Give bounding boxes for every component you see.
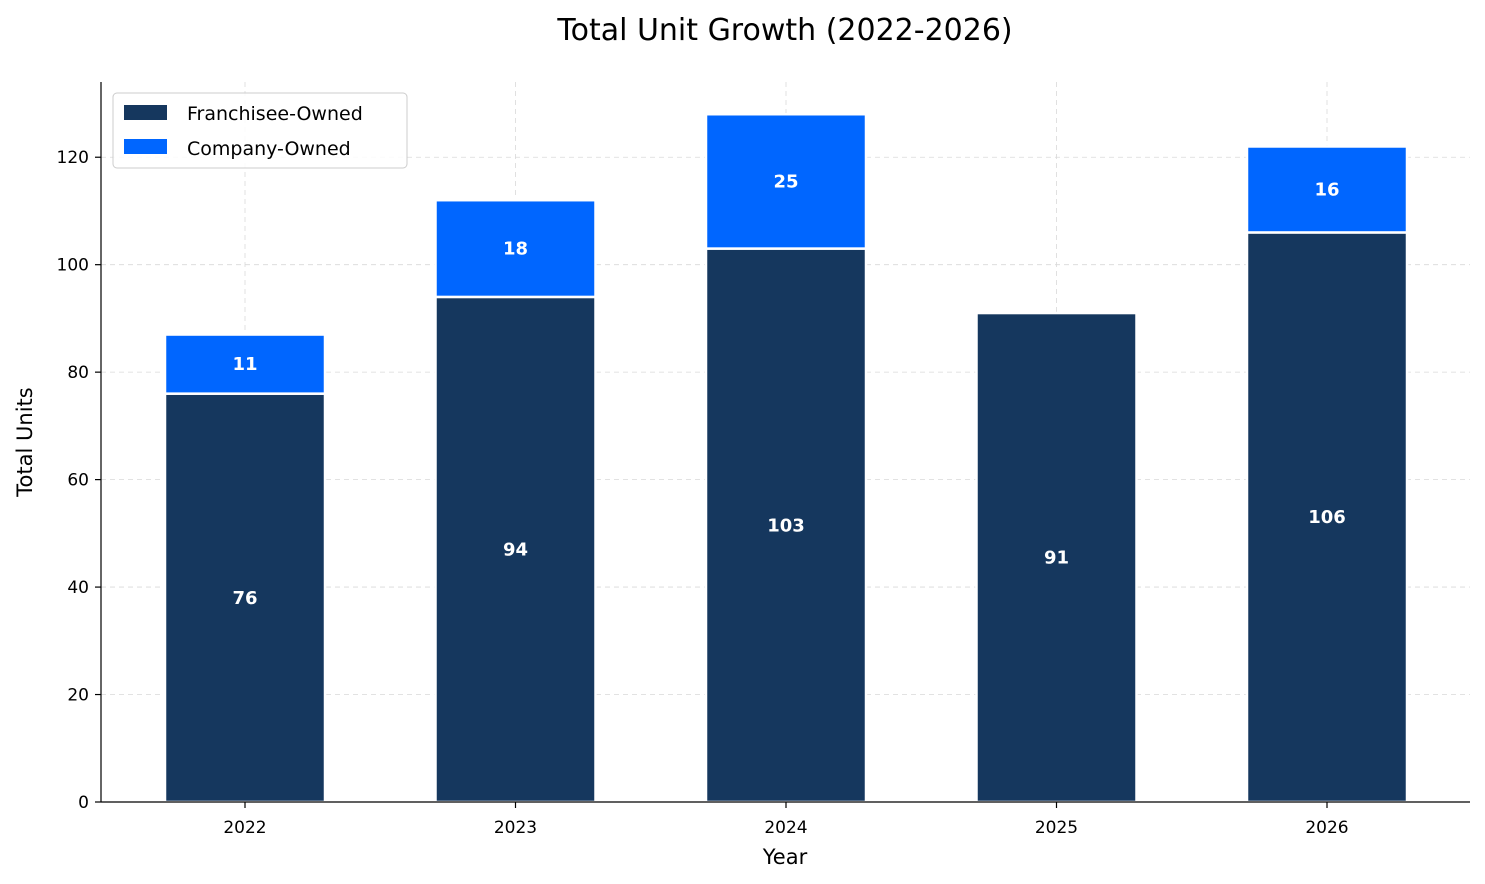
bar-company-2022: [163, 333, 327, 395]
legend-swatch-franchisee: [124, 105, 167, 120]
y-ticks: 0 20 40 60 80 100 120: [57, 148, 101, 813]
bars: [163, 112, 1409, 804]
bar-company-2023: [434, 198, 597, 299]
chart-title: Total Unit Growth (2022-2026): [556, 13, 1012, 48]
bar-franchisee-2025: [975, 311, 1138, 804]
legend: Franchisee-Owned Company-Owned: [112, 92, 408, 169]
y-tick-label: 0: [78, 793, 89, 813]
legend-label-franchisee: Franchisee-Owned: [187, 103, 363, 125]
y-tick-label: 80: [67, 363, 89, 383]
data-label-company-2023: 18: [503, 239, 528, 260]
legend-swatch-company: [124, 139, 167, 154]
legend-box: [112, 92, 408, 169]
y-tick-label: 20: [67, 686, 89, 706]
bar-company-2024: [704, 112, 868, 250]
data-label-company-2024: 25: [773, 171, 798, 192]
bar-franchisee-2026: [1245, 231, 1409, 804]
x-tick-label: 2026: [1305, 818, 1348, 838]
x-tick-label: 2023: [494, 818, 537, 838]
x-tick-label: 2024: [764, 818, 807, 838]
y-tick-label: 60: [67, 471, 89, 491]
data-label-company-2022: 11: [232, 354, 257, 375]
data-label-franchisee-2026: 106: [1308, 507, 1346, 528]
data-label-franchisee-2022: 76: [232, 588, 257, 609]
y-axis-label: Total Units: [13, 387, 37, 497]
y-tick-label: 100: [57, 256, 89, 276]
bar-company-2026: [1245, 145, 1409, 234]
y-tick-label: 40: [67, 578, 89, 598]
data-label-franchisee-2024: 103: [767, 515, 805, 536]
x-axis-label: Year: [762, 845, 808, 869]
bar-labels: 76 11 94 18 103 25 91 106 16: [232, 171, 1345, 608]
legend-label-company: Company-Owned: [187, 138, 351, 160]
y-tick-label: 120: [57, 148, 89, 168]
bar-franchisee-2023: [434, 295, 597, 804]
x-tick-label: 2022: [223, 818, 266, 838]
x-ticks: 2022 2023 2024 2025 2026: [223, 802, 1349, 838]
data-label-franchisee-2023: 94: [503, 539, 528, 560]
data-label-company-2026: 16: [1314, 179, 1339, 200]
data-label-franchisee-2025: 91: [1044, 548, 1069, 569]
x-tick-label: 2025: [1035, 818, 1078, 838]
